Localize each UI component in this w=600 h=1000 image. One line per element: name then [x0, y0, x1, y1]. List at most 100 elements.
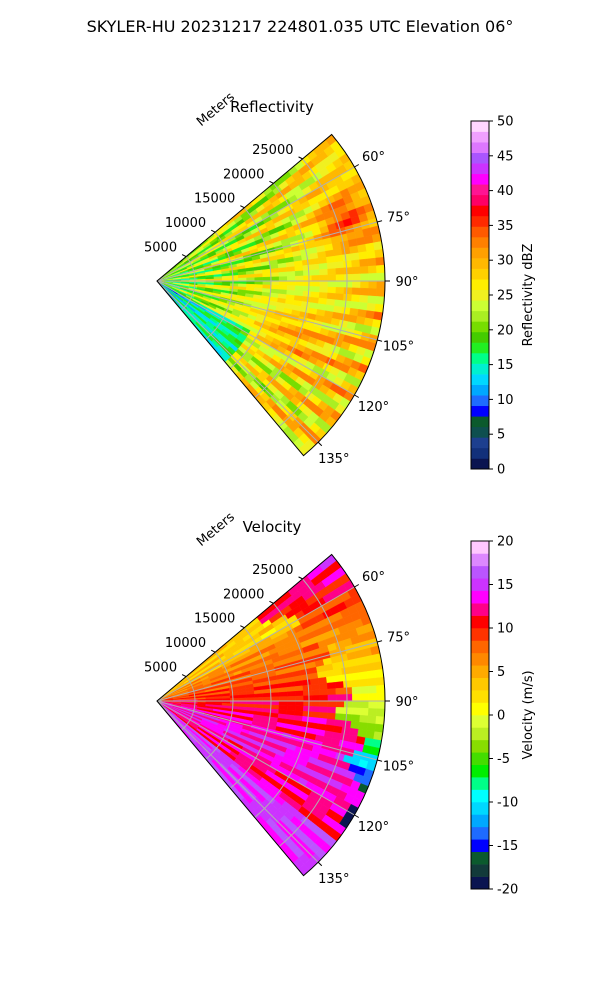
field-cell	[319, 688, 329, 696]
velocity-grid	[156, 553, 390, 877]
range-tick-label: 20000	[223, 167, 264, 182]
field-cell	[343, 707, 353, 715]
field-cell	[359, 258, 369, 268]
range-tick-label: 10000	[165, 636, 206, 651]
field-cell	[341, 246, 351, 256]
field-cell	[358, 251, 368, 260]
reflectivity-title: Reflectivity	[230, 98, 314, 116]
range-tick	[269, 600, 274, 604]
colorbar-swatch	[471, 374, 489, 385]
field-cell	[246, 693, 255, 699]
field-cell	[295, 275, 304, 282]
field-cell	[351, 707, 361, 716]
field-cell	[351, 294, 361, 303]
colorbar-swatch	[471, 727, 489, 741]
colorbar-swatch	[471, 384, 489, 396]
field-cell	[318, 712, 328, 720]
field-cell	[311, 275, 321, 282]
field-cell	[309, 258, 320, 266]
colorbar-swatch	[471, 131, 489, 143]
field-cell	[365, 662, 375, 672]
field-cell	[368, 280, 378, 289]
colorbar-swatch	[471, 739, 489, 753]
azimuth-tick	[377, 220, 383, 223]
field-cell	[262, 696, 272, 702]
field-cell	[351, 714, 361, 723]
field-cell	[327, 274, 337, 282]
field-cell	[335, 267, 345, 275]
azimuth-tick-label: 60°	[362, 570, 385, 585]
field-cell	[246, 273, 255, 279]
reflectivity-colorbar: 0 5 10 15 20 25 30 35 40 45 50	[470, 115, 514, 478]
field-cell	[319, 706, 329, 714]
azimuth-tick	[377, 759, 383, 762]
field-cell	[326, 675, 336, 684]
field-cell	[318, 256, 328, 265]
field-cell	[349, 245, 359, 255]
field-cell	[270, 284, 280, 290]
field-cell	[319, 268, 329, 276]
field-cell	[376, 264, 386, 274]
field-cell	[286, 266, 296, 273]
field-cell	[359, 707, 369, 717]
colorbar-swatch	[471, 310, 489, 322]
field-cell	[335, 687, 345, 695]
field-cell	[278, 696, 288, 702]
field-cell	[376, 272, 386, 282]
field-cell	[343, 693, 353, 702]
azimuth-tick-label: 120°	[358, 820, 389, 835]
field-cell	[343, 260, 353, 269]
azimuth-tick	[317, 861, 323, 867]
field-cell	[374, 669, 385, 679]
reflectivity-range-labels: 5000 10000 15000 20000 25000	[144, 143, 293, 256]
field-cell	[318, 676, 328, 685]
colorbar-swatch	[471, 395, 489, 407]
field-cell	[270, 280, 280, 286]
field-cell	[367, 708, 377, 717]
colorbar-swatch	[471, 802, 489, 815]
colorbar-tick-label: 0	[497, 709, 505, 724]
field-cell	[262, 272, 272, 278]
field-cell	[319, 700, 329, 708]
colorbar-swatch	[471, 628, 489, 641]
colorbar-tick-label: -15	[497, 839, 518, 854]
colorbar-swatch	[471, 690, 489, 703]
field-cell	[326, 682, 336, 690]
sector-outline	[156, 553, 386, 877]
field-cell	[359, 265, 369, 275]
field-cell	[326, 292, 336, 300]
field-cell	[358, 671, 368, 680]
range-tick	[181, 674, 187, 678]
field-cell	[343, 287, 353, 295]
field-cell	[326, 262, 336, 270]
azimuth-spoke	[156, 221, 378, 282]
range-tick-label: 10000	[165, 216, 206, 231]
range-tick-label: 20000	[223, 587, 264, 602]
reflectivity-colorbar-label: Reflectivity dBZ	[521, 244, 536, 347]
field-cell	[334, 261, 345, 269]
colorbar-tick-label: 15	[497, 358, 514, 373]
field-cell	[327, 706, 337, 714]
field-cell	[367, 265, 377, 274]
colorbar-swatch	[471, 258, 489, 269]
colorbar-swatch	[471, 752, 489, 766]
colorbar-tick-label: 20	[497, 323, 514, 338]
field-cell	[351, 287, 361, 296]
field-cell	[294, 265, 304, 272]
field-cell	[286, 280, 296, 287]
field-cell	[311, 695, 321, 702]
colorbar-swatch	[471, 677, 489, 691]
field-cell	[367, 295, 377, 305]
field-cell	[358, 302, 368, 311]
field-cell	[270, 267, 280, 274]
field-cell	[351, 266, 361, 275]
field-cell	[270, 687, 280, 694]
field-cell	[334, 713, 345, 721]
colorbar-swatch	[471, 184, 489, 196]
field-cell	[278, 700, 288, 706]
colorbar-swatch	[471, 553, 489, 567]
azimuth-spoke	[156, 641, 378, 702]
field-cell	[246, 280, 255, 285]
field-cell	[295, 700, 304, 707]
range-tick	[298, 576, 303, 580]
